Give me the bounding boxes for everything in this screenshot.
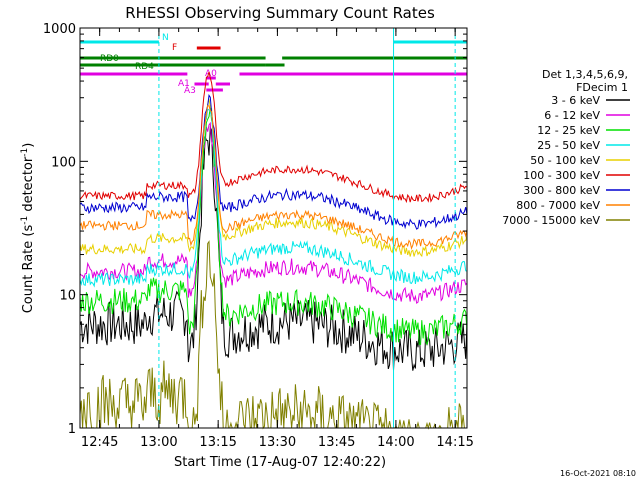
flag-label-a3: A3 [184,86,196,96]
footer-timestamp: 16-Oct-2021 08:10 [560,469,636,478]
series-line-2 [79,107,468,346]
flag-label-f: F [172,43,177,53]
series-line-3 [79,108,468,288]
series-line-1 [79,121,468,304]
y-axis-label: Count Rate (s-1 detector-1) [20,143,36,314]
legend-entry-label: 7000 - 15000 keV [502,214,600,227]
legend-entry-label: 3 - 6 keV [551,94,600,107]
y-axis-label-sup1: -1 [20,216,30,225]
y-tick-label: 10 [59,289,76,304]
x-tick-label: 14:00 [377,435,414,450]
x-tick-label: 13:15 [199,435,236,450]
legend-entry-label: 800 - 7000 keV [516,199,600,212]
flag-label-rd4: RD4 [135,62,154,72]
x-tick-label: 14:15 [436,435,473,450]
flag-label-a0: A0 [205,69,217,79]
y-axis-label-mid: detector [21,156,36,216]
series-line-6 [79,94,468,230]
series-line-7 [79,105,468,250]
legend-entry-label: 100 - 300 keV [523,169,600,182]
x-tick-label: 13:00 [140,435,177,450]
legend-entry-label: 6 - 12 keV [544,109,600,122]
series-line-0 [79,125,468,371]
y-tick-label: 1 [68,422,76,437]
legend-entry-label: 50 - 100 keV [530,154,600,167]
plot-frame [79,27,468,429]
flag-label-n: N [162,33,169,43]
series-line-5 [79,71,468,204]
y-axis-ticks: 1 10 100 1000 [43,22,467,437]
legend: Det 1,3,4,5,6,9,FDecim 13 - 6 keV 6 - 12 … [502,68,630,227]
x-tick-label: 12:45 [81,435,118,450]
y-axis-label-sup2: -1 [20,148,30,157]
flag-label-rd0: RD0 [100,54,119,64]
x-tick-label: 13:30 [259,435,296,450]
legend-entry-label: 300 - 800 keV [523,184,600,197]
x-axis-ticks: 12:45 13:00 13:15 13:30 13:45 14:00 14:15 [81,28,474,450]
legend-header-line: Det 1,3,4,5,6,9, [542,68,628,81]
legend-entry-label: 12 - 25 keV [537,124,600,137]
y-axis-label-main: Count Rate (s [21,225,36,314]
x-tick-label: 13:45 [318,435,355,450]
y-tick-label: 1000 [43,22,76,37]
y-tick-label: 100 [51,155,76,170]
legend-header-line: FDecim 1 [576,81,628,94]
y-axis-label-end: ) [21,143,36,148]
chart-title: RHESSI Observing Summary Count Rates [125,4,435,22]
legend-entry-label: 25 - 50 keV [537,139,600,152]
x-axis-label: Start Time (17-Aug-07 12:40:22) [174,455,386,470]
series-layer [79,71,468,430]
flag-label-a1: A1 [178,79,190,89]
